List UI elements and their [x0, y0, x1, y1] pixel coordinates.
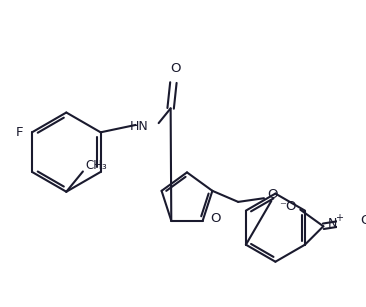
Text: O: O — [360, 214, 366, 227]
Text: +: + — [335, 213, 343, 223]
Text: F: F — [15, 126, 23, 139]
Text: O: O — [268, 188, 278, 201]
Text: O: O — [170, 62, 180, 75]
Text: O: O — [210, 212, 221, 225]
Text: ⁻O: ⁻O — [279, 200, 296, 213]
Text: CH₃: CH₃ — [86, 159, 107, 173]
Text: N: N — [328, 217, 337, 230]
Text: HN: HN — [130, 120, 149, 133]
